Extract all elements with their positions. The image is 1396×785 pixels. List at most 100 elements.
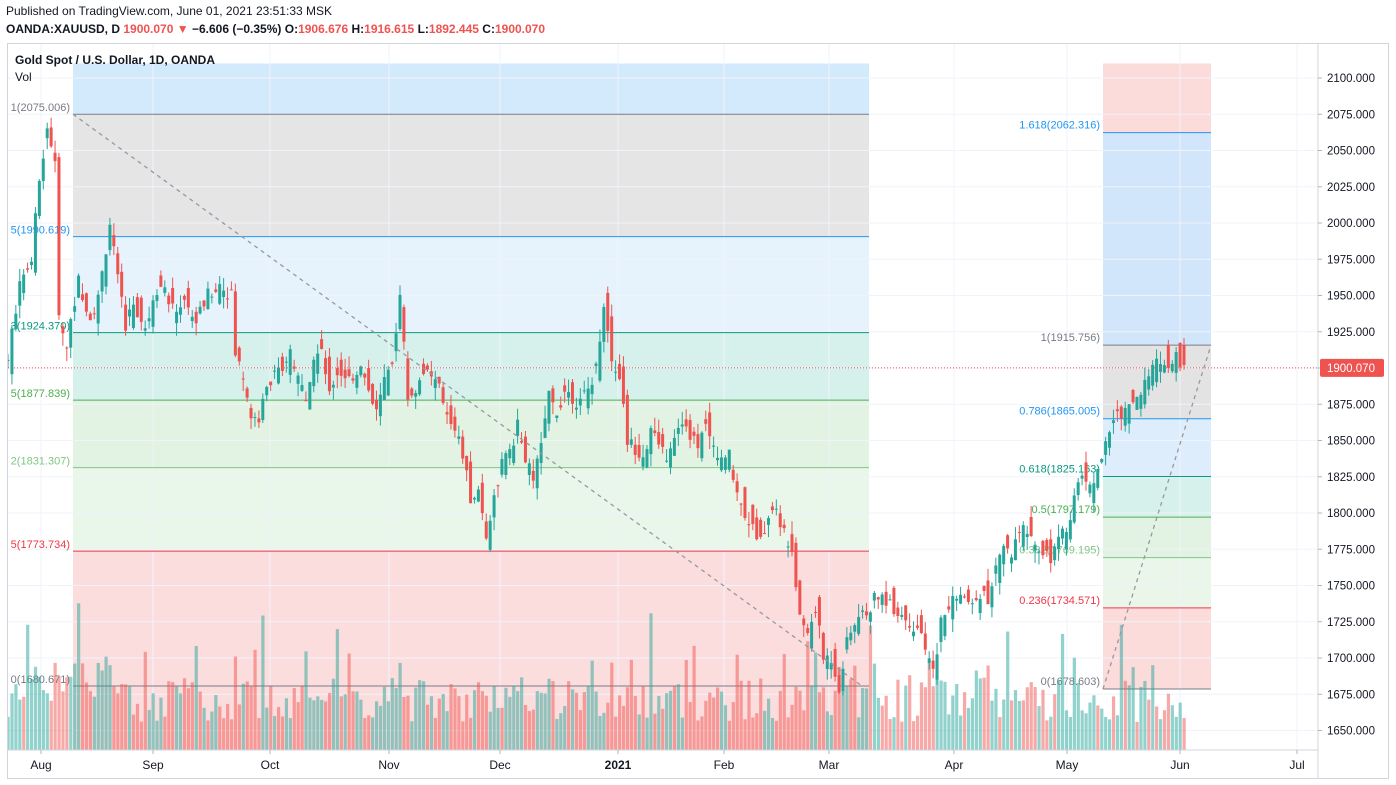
candle-191 [755,508,759,541]
candle-177 [700,431,704,462]
volume-bar-263 [1037,706,1041,750]
symbol-label: OANDA:XAUUSD, D [6,22,120,36]
candle-143 [567,379,571,406]
volume-bar-229 [904,685,908,750]
candle-138 [547,390,551,432]
candle-104 [414,390,418,409]
candle-71 [284,356,288,373]
candle-211 [833,642,837,682]
candle-51 [206,281,210,310]
volume-bar-95 [378,705,383,750]
candle-145 [574,397,578,419]
volume-bar-77 [308,697,312,750]
candle-40 [163,280,167,297]
candle-90 [359,365,363,378]
volume-bar-225 [888,718,892,750]
candle-251 [990,582,994,618]
candle-154 [610,304,614,372]
volume-bar-4 [22,696,26,750]
volume-bar-209 [825,711,829,750]
volume-bar-147 [582,692,586,750]
candle-205 [810,613,814,652]
volume-bar-118 [469,717,473,750]
volume-bar-14 [61,691,65,750]
time-tick-label-9: May [1056,758,1079,772]
candle-254 [1002,543,1006,577]
volume-bar-13 [57,676,61,750]
volume-bar-30 [124,684,128,750]
candle-250 [986,568,990,605]
candle-271 [1068,511,1072,543]
volume-bar-252 [994,688,998,750]
candle-59 [237,346,241,366]
candle-152 [602,303,606,353]
volume-bar-235 [927,662,931,750]
candle-121 [480,473,484,521]
fib-trend-line[interactable] [72,113,863,687]
volume-bar-111 [441,693,445,750]
candle-272 [1072,488,1076,524]
candle-235 [927,651,931,670]
candle-66 [265,385,269,402]
candle-79 [316,344,320,383]
volume-bar-1 [10,693,14,750]
time-tick-label-2: Oct [261,758,280,772]
volume-bar-42 [171,682,175,750]
volume-bar-300 [1182,717,1186,750]
candle-215 [849,625,853,646]
volume-bar-159 [629,659,633,750]
volume-bar-98 [390,678,394,750]
volume-bar-70 [280,716,285,750]
candle-123 [488,515,492,553]
candle-98 [390,361,394,367]
candle-69 [276,357,280,385]
fibext-level-label-0: 1.618(2062.316) [1019,120,1100,132]
candle-287 [1131,388,1135,405]
candle-47 [190,310,194,328]
candle-196 [774,499,778,516]
volume-bar-51 [206,720,210,750]
fibext-level-label-1: 1(1915.756) [1041,332,1100,344]
candle-144 [570,378,574,414]
candle-225 [888,594,892,601]
candle-217 [857,603,861,636]
volume-bar-241 [951,695,955,750]
volume-bar-150 [594,691,598,750]
fib-level-label-1: 5(1990.619) [11,225,70,237]
candle-113 [449,394,453,430]
candle-230 [908,613,912,632]
candle-199 [786,540,790,558]
candle-31 [128,298,132,326]
high-value: 1916.615 [364,22,415,36]
volume-bar-68 [273,716,277,750]
candle-36 [147,306,151,329]
volume-bar-287 [1131,667,1135,750]
volume-bar-39 [159,697,163,750]
volume-bar-213 [841,689,845,750]
volume-bar-266 [1049,716,1053,750]
candle-22 [92,307,96,320]
candle-89 [355,371,359,395]
candle-293 [1155,349,1159,388]
volume-bar-157 [621,705,626,750]
candle-88 [351,373,355,384]
volume-bar-96 [382,686,387,750]
volume-bar-246 [970,698,975,750]
volume-bar-247 [974,670,978,750]
candle-261 [1029,506,1033,538]
volume-bar-66 [265,707,269,750]
volume-bar-177 [700,716,704,750]
published-line: Published on TradingView.com, June 01, 2… [6,4,332,18]
time-tick-label-0: Aug [30,758,51,772]
volume-bar-294 [1158,719,1163,750]
time-tick-label-8: Apr [945,758,964,772]
candle-42 [171,277,175,309]
volume-bar-12 [53,662,57,750]
candle-111 [441,383,445,405]
volume-bar-190 [751,717,755,750]
candle-151 [598,329,602,383]
candle-20 [84,292,88,317]
volume-bar-171 [676,684,681,750]
candle-54 [218,276,222,306]
